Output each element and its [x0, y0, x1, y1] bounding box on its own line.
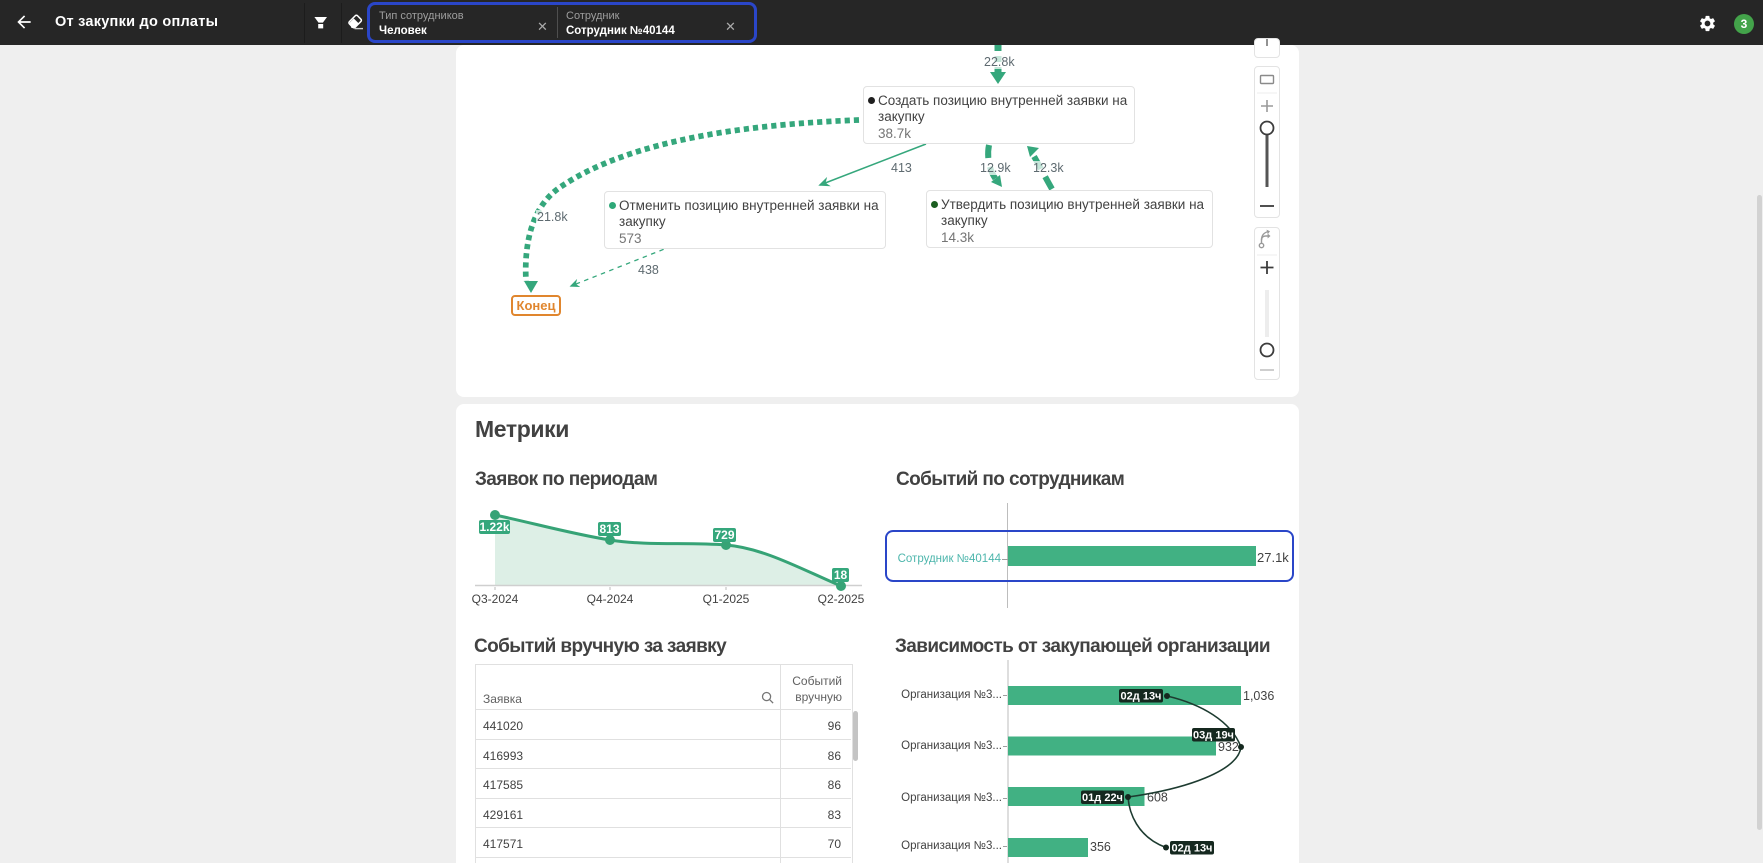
svg-text:356: 356: [1090, 840, 1111, 854]
svg-text:02д 13ч: 02д 13ч: [1172, 843, 1213, 855]
svg-text:01д 22ч: 01д 22ч: [1082, 792, 1123, 804]
svg-text:729: 729: [714, 528, 734, 542]
svg-text:03д 19ч: 03д 19ч: [1193, 730, 1234, 742]
svg-text:02д 13ч: 02д 13ч: [1121, 691, 1162, 703]
svg-text:608: 608: [1147, 791, 1168, 805]
svg-text:1,036: 1,036: [1243, 689, 1274, 703]
svg-text:1.22k: 1.22k: [479, 520, 509, 534]
svg-text:932: 932: [1218, 740, 1239, 754]
svg-text:813: 813: [599, 522, 619, 536]
svg-text:18: 18: [834, 568, 848, 582]
